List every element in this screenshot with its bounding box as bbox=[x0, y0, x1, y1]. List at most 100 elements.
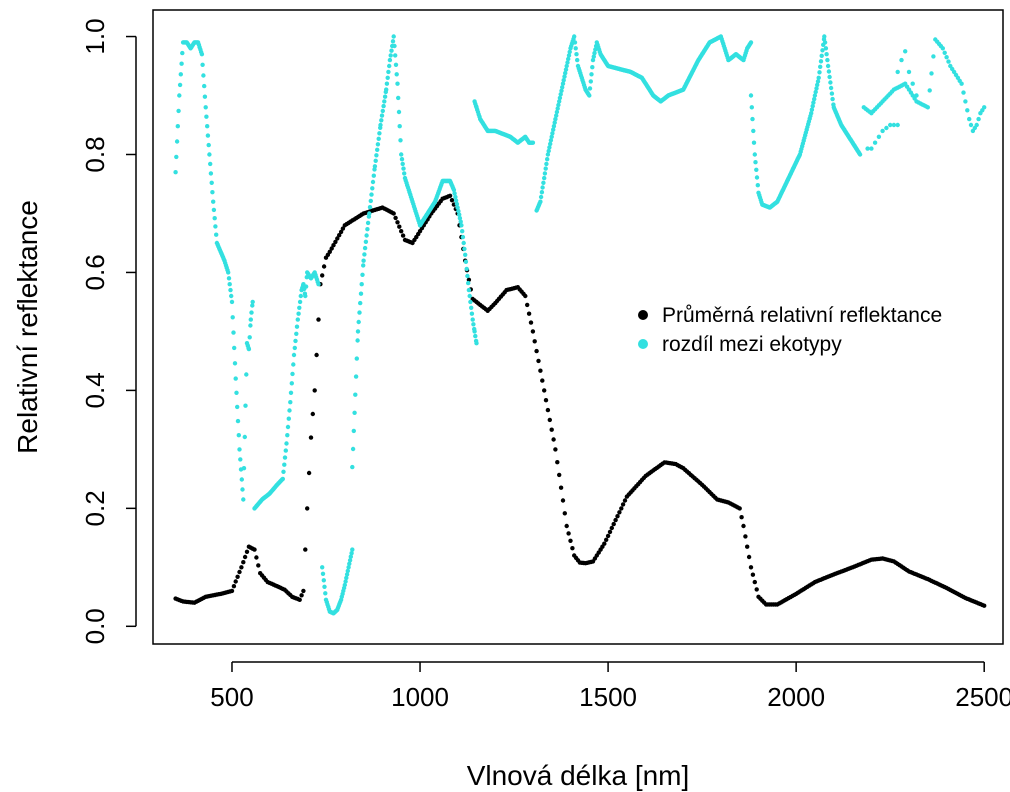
data-point bbox=[474, 341, 479, 346]
data-point bbox=[748, 93, 754, 98]
data-point bbox=[869, 146, 874, 151]
data-point bbox=[750, 572, 756, 577]
data-point bbox=[346, 565, 351, 570]
data-point bbox=[754, 175, 760, 180]
data-point bbox=[549, 134, 554, 139]
data-point bbox=[235, 574, 240, 579]
data-point bbox=[340, 226, 346, 231]
data-point bbox=[466, 287, 472, 293]
data-point bbox=[548, 141, 553, 147]
data-point bbox=[380, 108, 385, 114]
data-point bbox=[813, 89, 818, 95]
data-point bbox=[355, 338, 360, 343]
y-tick-label: 0.2 bbox=[80, 490, 110, 526]
data-point bbox=[355, 329, 361, 334]
data-point bbox=[815, 79, 821, 84]
data-point bbox=[320, 565, 325, 570]
data-point bbox=[754, 167, 759, 172]
legend-label: Průměrná relativní reflektance bbox=[662, 304, 942, 327]
data-point bbox=[554, 113, 559, 118]
data-point bbox=[375, 147, 380, 152]
data-point bbox=[321, 264, 327, 269]
data-point bbox=[250, 303, 255, 308]
data-point bbox=[540, 378, 545, 383]
data-point bbox=[286, 416, 291, 421]
plot-frame bbox=[152, 9, 1004, 645]
data-point bbox=[976, 116, 981, 122]
data-point bbox=[212, 216, 217, 221]
data-point bbox=[234, 390, 239, 395]
data-point bbox=[748, 565, 754, 570]
data-point bbox=[899, 57, 904, 63]
data-point bbox=[386, 69, 391, 75]
data-point bbox=[382, 94, 388, 99]
data-point bbox=[379, 113, 385, 118]
data-point bbox=[354, 356, 359, 361]
data-point bbox=[396, 109, 402, 115]
data-point bbox=[809, 111, 814, 116]
data-point bbox=[384, 87, 389, 92]
data-point bbox=[967, 116, 972, 122]
data-point bbox=[392, 43, 397, 49]
data-point bbox=[560, 85, 565, 90]
data-point bbox=[455, 205, 460, 210]
data-point bbox=[532, 339, 537, 344]
data-point bbox=[959, 81, 964, 86]
data-point bbox=[243, 403, 248, 408]
data-point bbox=[830, 96, 835, 102]
data-point bbox=[587, 86, 593, 91]
data-point bbox=[335, 236, 340, 241]
data-point bbox=[546, 148, 551, 154]
data-point bbox=[751, 140, 757, 145]
data-point bbox=[242, 554, 248, 560]
data-point bbox=[611, 521, 616, 527]
data-point bbox=[179, 61, 184, 66]
data-point bbox=[299, 593, 304, 598]
x-tick-label: 1000 bbox=[391, 682, 449, 712]
legend: Průměrná relativní reflektance rozdíl mez… bbox=[638, 304, 942, 356]
data-point bbox=[291, 362, 296, 367]
data-point bbox=[607, 529, 613, 535]
data-point bbox=[205, 133, 211, 138]
data-point bbox=[748, 40, 754, 45]
data-point bbox=[375, 142, 381, 147]
legend-marker bbox=[638, 310, 648, 320]
data-point bbox=[541, 180, 546, 185]
data-point bbox=[396, 95, 401, 101]
data-point bbox=[250, 299, 255, 305]
data-point bbox=[367, 205, 373, 210]
data-point bbox=[452, 191, 457, 196]
data-point bbox=[543, 398, 549, 403]
data-point bbox=[397, 124, 402, 129]
data-point bbox=[739, 515, 744, 520]
data-point bbox=[241, 497, 246, 502]
y-axis: 0.0 0.2 0.4 0.6 0.8 1.0 bbox=[80, 18, 137, 644]
data-point bbox=[239, 477, 244, 482]
data-point bbox=[296, 311, 301, 316]
data-point bbox=[362, 245, 368, 251]
data-point bbox=[361, 258, 366, 263]
data-point bbox=[741, 523, 746, 529]
data-point bbox=[457, 216, 463, 221]
data-point bbox=[342, 582, 347, 588]
data-point bbox=[228, 287, 233, 293]
data-point bbox=[372, 164, 378, 169]
data-point bbox=[229, 299, 235, 305]
data-point bbox=[388, 53, 393, 58]
legend-marker bbox=[638, 339, 648, 349]
data-point bbox=[210, 190, 215, 195]
data-point bbox=[914, 93, 919, 98]
data-point bbox=[942, 50, 947, 55]
data-point bbox=[233, 579, 238, 584]
data-point bbox=[177, 93, 182, 98]
data-point bbox=[252, 547, 257, 552]
data-point bbox=[242, 434, 247, 440]
data-point bbox=[379, 118, 384, 123]
data-point bbox=[226, 270, 231, 275]
data-point bbox=[940, 46, 945, 51]
data-point bbox=[545, 407, 551, 413]
data-point bbox=[557, 472, 562, 478]
data-point bbox=[316, 282, 321, 287]
data-point bbox=[368, 198, 373, 204]
x-tick-label: 2500 bbox=[955, 682, 1010, 712]
